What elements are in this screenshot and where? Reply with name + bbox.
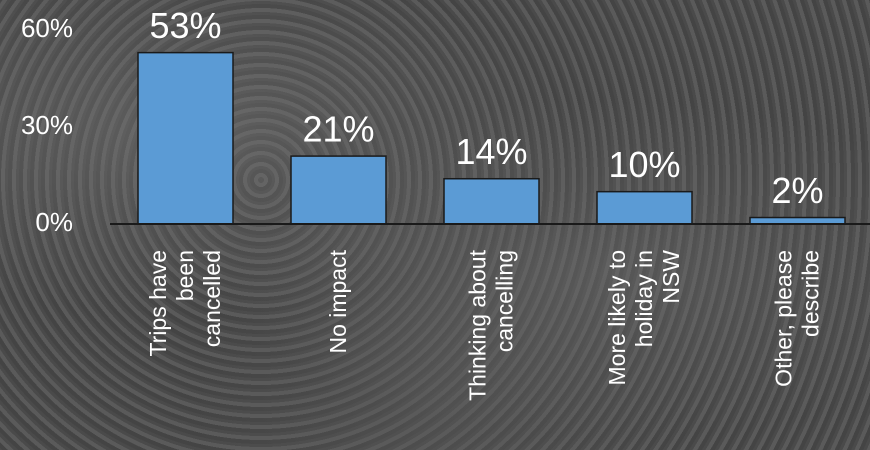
bar: [443, 177, 540, 225]
x-tick-label: Trips have been cancelled: [145, 250, 225, 357]
bar: [137, 51, 234, 225]
x-tick-label: Other, please describe: [770, 250, 824, 387]
bar: [596, 190, 693, 225]
value-label: 53%: [149, 5, 221, 46]
y-tick-label: 30%: [21, 110, 73, 140]
value-label: 14%: [455, 131, 527, 172]
x-tick-label: No impact: [325, 250, 351, 354]
value-label: 2%: [771, 170, 823, 211]
value-label: 10%: [608, 144, 680, 185]
bar: [290, 155, 387, 225]
x-tick-label: More likely to holiday in NSW: [604, 250, 684, 386]
y-tick-label: 60%: [21, 13, 73, 43]
value-label: 21%: [302, 109, 374, 150]
x-tick-label: Thinking about cancelling: [464, 250, 518, 401]
y-tick-label: 0%: [35, 207, 73, 237]
